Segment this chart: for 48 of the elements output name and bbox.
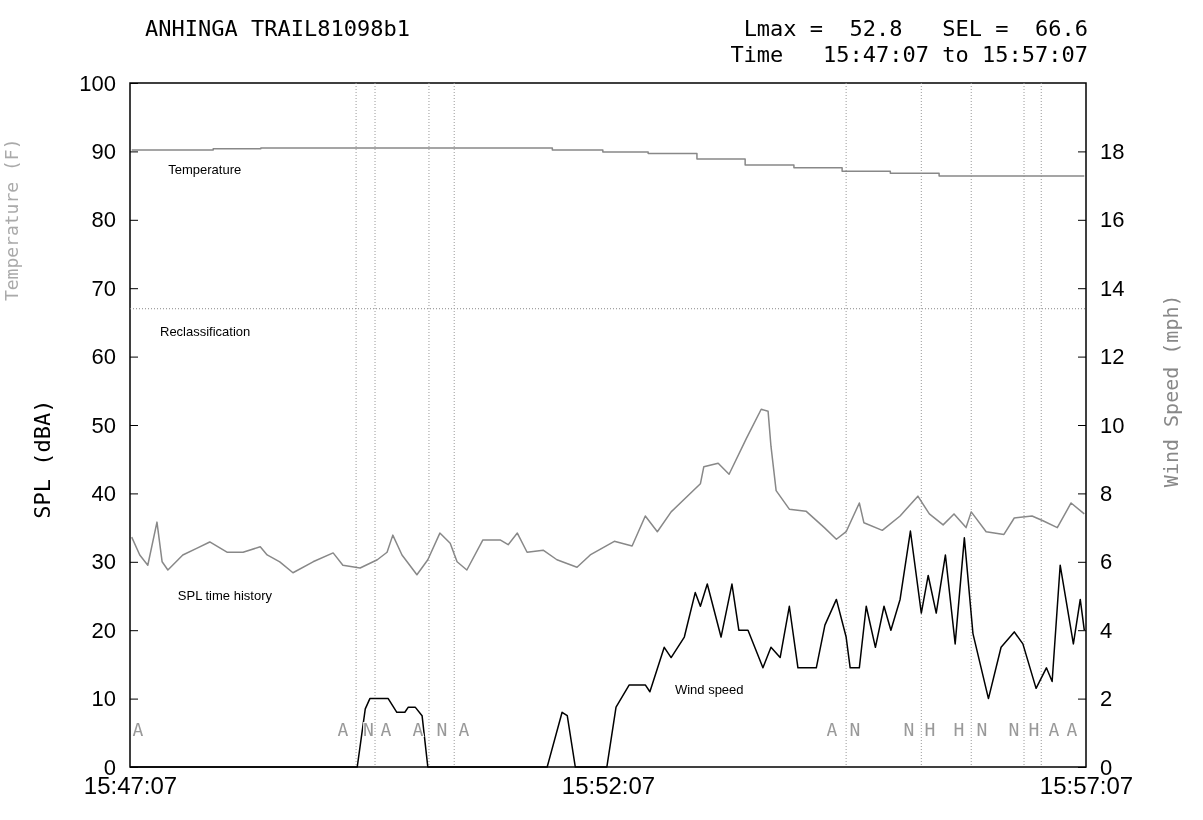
y2-tick-label: 18 [1100, 138, 1125, 164]
series-label: SPL time history [177, 587, 273, 603]
y-tick-label: 60 [91, 344, 116, 370]
y2-tick-label: 16 [1100, 207, 1125, 233]
annotation: H [1028, 719, 1040, 741]
y2-tick-label: 4 [1100, 617, 1113, 643]
chart-subtitle: Lmax = 52.8 SEL = 66.6 [743, 16, 1088, 41]
annotation: A [826, 719, 838, 741]
annotation: A [458, 719, 470, 741]
y2-tick-label: 8 [1100, 480, 1113, 506]
y2-tick-label: 14 [1100, 275, 1125, 301]
y2-tick-label: 12 [1100, 344, 1125, 370]
annotation: H [953, 719, 965, 741]
annotation: A [380, 719, 392, 741]
annotation: A [412, 719, 424, 741]
y-tick-label: 90 [91, 138, 116, 164]
line-series [130, 408, 1086, 576]
annotation: H [924, 719, 936, 741]
series-label: Wind speed [674, 681, 744, 697]
ref-line-label: Reclassification [160, 323, 251, 339]
y-tick-label: 50 [91, 412, 116, 438]
series-label: Temperature [168, 162, 242, 178]
annotation: N [976, 719, 988, 741]
annotation: N [849, 719, 861, 741]
y2-axis-title: Wind Speed (mph) [1159, 294, 1183, 488]
text: Time 15:47:07 to 15:57:07 [730, 42, 1088, 67]
annotation: N [903, 719, 915, 741]
chart-title: ANHINGA TRAIL81098b1 [145, 16, 410, 41]
annotation: N [363, 719, 374, 741]
y-tick-label: 70 [91, 275, 116, 301]
y2-tick-label: 10 [1100, 412, 1125, 438]
text: Temperature (F) [1, 138, 22, 302]
y-axis-title: SPL (dBA) [30, 399, 55, 519]
y2-tick-label: 6 [1100, 549, 1113, 575]
y2-tick-label: 2 [1100, 686, 1113, 712]
x-tick-label: 15:52:07 [561, 772, 656, 800]
y-tick-label: 80 [91, 207, 116, 233]
y-tick-label: 40 [91, 480, 116, 506]
annotation: N [1008, 719, 1020, 741]
annotation: A [1048, 719, 1060, 741]
annotation: N [436, 719, 448, 741]
y-tick-label: 100 [79, 70, 116, 96]
annotation: A [1066, 719, 1078, 741]
annotation: A [132, 719, 144, 741]
y-tick-label: 10 [91, 686, 116, 712]
y-tick-label: 30 [91, 549, 116, 575]
y-tick-label: 20 [91, 617, 116, 643]
annotation: A [337, 719, 349, 741]
